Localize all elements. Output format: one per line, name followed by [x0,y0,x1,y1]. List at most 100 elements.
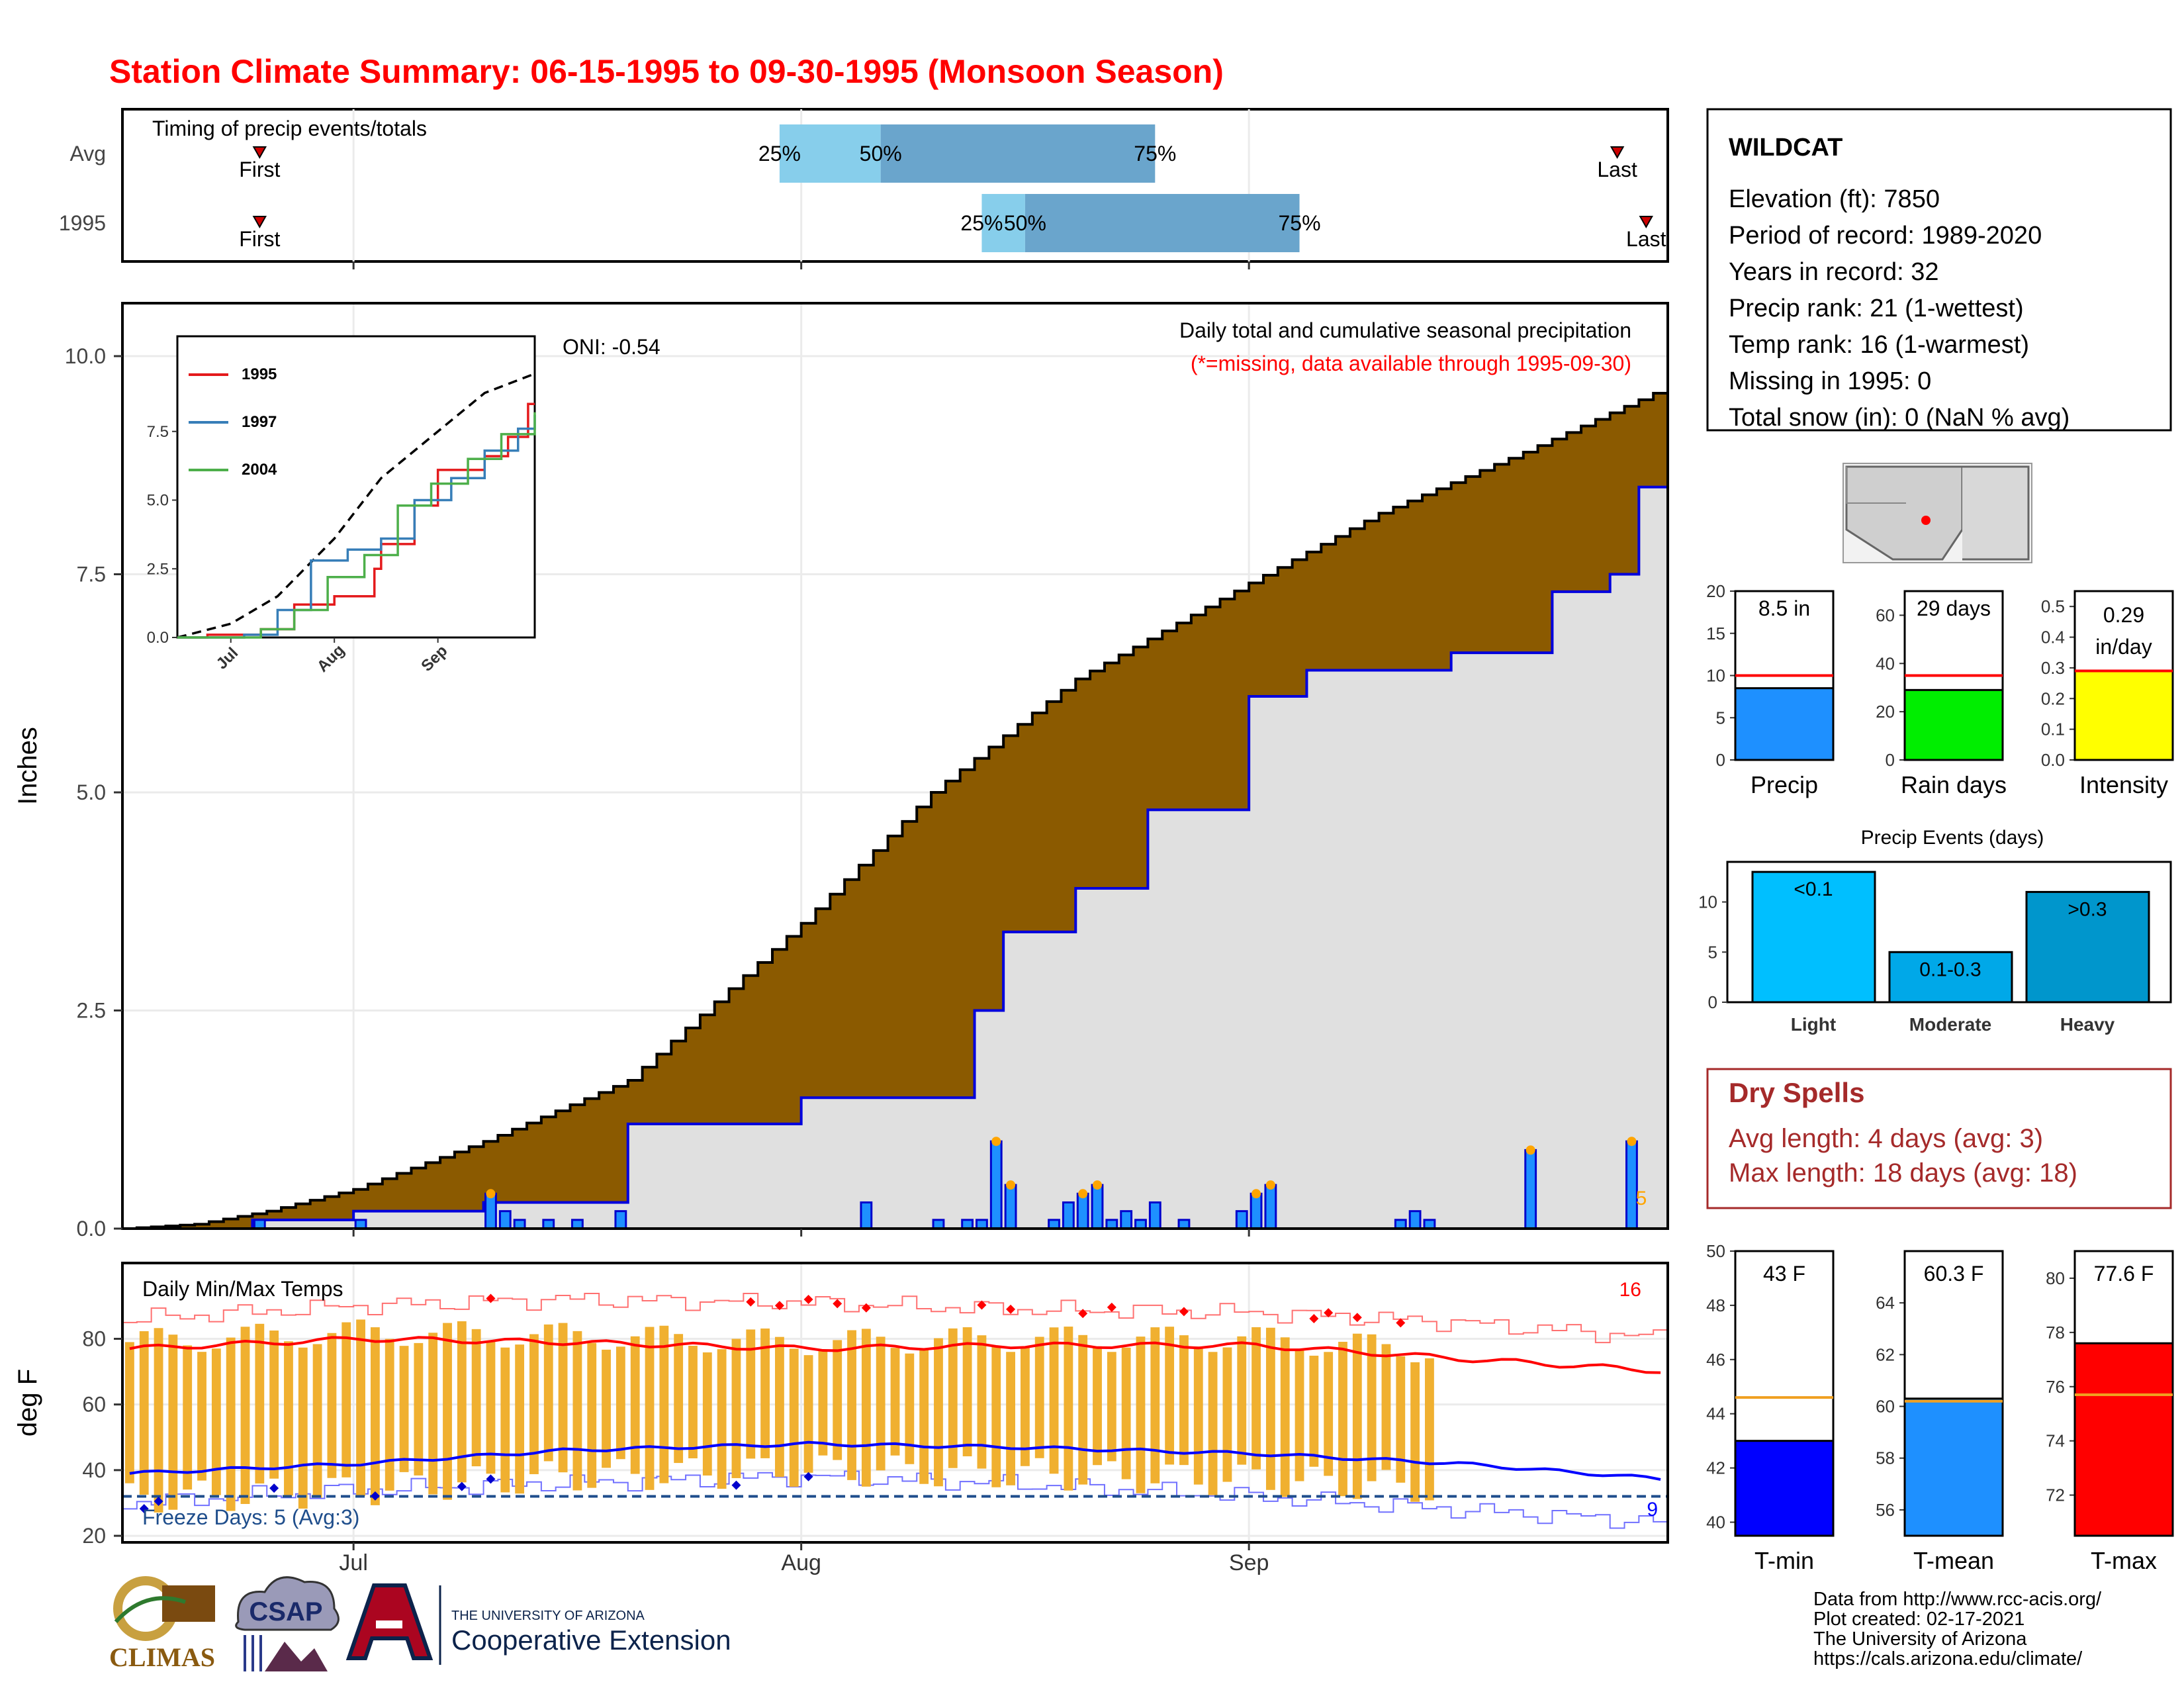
daily-precip-record-marker [1078,1189,1088,1199]
timing-1995-25-label: 25% [960,211,1003,235]
daily-temp-range-bar [572,1331,582,1491]
temp-y-tick-label: 60 [82,1393,106,1417]
daily-temp-range-bar [1324,1352,1334,1476]
daily-temp-range-bar [341,1322,351,1477]
daily-precip-bar [860,1201,873,1230]
daily-temp-range-bar [226,1337,236,1511]
inset-legend-1997: 1997 [242,413,277,431]
temp-summary-t-min-y-tick-label: 50 [1706,1241,1725,1261]
daily-precip-record-marker [1627,1137,1637,1147]
timing-bar-q25-q50 [981,194,1025,252]
temp-summary-value-text: 43 F [1763,1262,1805,1286]
daily-temp-range-bar [1179,1335,1189,1466]
dry-spells-title: Dry Spells [1729,1077,1864,1108]
inset-legend-2004: 2004 [242,461,277,479]
record-low-marker [457,1481,467,1491]
temp-summary-charts: 40 42 44 46 48 50 T-min 43 F 56 58 60 62 64 T-mean 60.… [1706,1241,2174,1574]
inset-series-line [177,414,536,639]
record-high-line [122,1293,1668,1344]
precip-y-tick-label: 2.5 [77,999,106,1023]
daily-temp-range-bar [486,1340,496,1474]
temp-summary-t-max-y-tick-label: 78 [2046,1323,2065,1342]
daily-temp-range-bar [602,1349,611,1468]
daily-temp-range-bar [674,1334,684,1464]
record-low-marker [269,1483,279,1493]
climas-logo-text: CLIMAS [109,1642,215,1672]
daily-temp-range-bar [1136,1336,1146,1493]
daily-temp-range-bar [255,1323,265,1484]
daily-temp-range-bar [688,1346,698,1459]
summary-intensity-y-tick-label: 0.4 [2041,628,2065,647]
events-bar-heavy [2025,890,2150,1004]
summary-precip-label: Precip [1751,771,1818,798]
temp-summary-t-min-y-tick-label: 46 [1706,1350,1725,1370]
record-high-marker [977,1300,987,1310]
daily-temp-range-bar [833,1340,842,1460]
daily-temp-range-bar [630,1336,640,1474]
daily-temp-range-bar [731,1338,741,1478]
temp-summary-t-max-y-tick-label: 74 [2046,1431,2065,1451]
daily-temp-range-bar [919,1349,929,1484]
timing-label: Timing of precip events/totals [152,117,427,140]
daily-temp-range-bar [1093,1346,1102,1466]
daily-precip-bar [1091,1184,1104,1230]
precip-y-tick-label: 5.0 [77,780,106,804]
daily-temp-range-bar [356,1319,365,1496]
temp-summary-t-mean-y-tick-label: 64 [1876,1293,1895,1313]
daily-temp-range-bar [298,1347,308,1509]
summary-intensity-value: 0.29 [2103,603,2144,627]
summary-rain-days-y-tick-label: 0 [1886,750,1895,770]
daily-temp-range-bar [1078,1335,1088,1485]
temp-summary-t-mean-value-bar [1903,1397,2004,1537]
temp-summary-t-min-label: T-min [1754,1547,1814,1574]
x-tick-label: Sep [1229,1550,1269,1575]
temp-count-high: 16 [1619,1279,1641,1301]
daily-temp-range-bar [414,1342,424,1476]
timing-1995-first-label: First [239,227,280,251]
record-high-marker [746,1297,756,1307]
daily-temp-range-bar [659,1325,669,1483]
temp-summary-t-mean-label: T-mean [1913,1547,1994,1574]
daily-temp-range-bar [529,1334,539,1474]
university-of-arizona-logo: THE UNIVERSITY OF ARIZONA Cooperative Ex… [345,1583,731,1665]
events-x-label: Light [1791,1014,1836,1035]
daily-temp-range-bar [1064,1327,1073,1491]
temp-summary-t-max-y-tick-label: 80 [2046,1268,2065,1288]
daily-temp-range-bar [385,1338,394,1491]
record-high-marker [486,1293,496,1303]
summary-precip-y-tick-label: 10 [1706,666,1725,686]
daily-precip-record-marker [991,1137,1001,1147]
events-x-label: Heavy [2060,1014,2115,1035]
summary-intensity-label: Intensity [2079,771,2168,798]
inset-legend-1995: 1995 [242,365,277,383]
daily-temp-range-bar [558,1323,568,1473]
daily-temp-range-bar [1222,1347,1232,1482]
daily-temp-range-bar [1381,1344,1391,1470]
ua-small-text: THE UNIVERSITY OF ARIZONA [451,1609,645,1623]
timing-avg-last-label: Last [1597,158,1637,181]
footer-line-3: The University of Arizona [1813,1628,2027,1650]
temp-y-tick-label: 80 [82,1327,106,1350]
timing-row-1995-label: 1995 [59,211,106,235]
daily-temp-range-bar [1237,1336,1247,1465]
temp-summary-t-max-y-tick-label: 76 [2046,1377,2065,1397]
x-tick-label: Jul [339,1550,367,1575]
daily-temp-range-bar [948,1328,958,1468]
timing-first-marker [252,216,267,229]
daily-temp-range-bar [789,1348,799,1487]
station-elevation: Elevation (ft): 7850 [1729,185,1940,213]
daily-temp-range-bar [154,1328,163,1513]
station-name: WILDCAT [1729,134,1843,162]
summary-intensity-unit: in/day [2095,635,2152,659]
daily-temp-range-bar [1049,1327,1059,1474]
timing-avg-75-label: 75% [1134,142,1176,165]
daily-precip-record-marker [1093,1180,1103,1190]
temp-summary-t-mean-y-tick-label: 60 [1876,1397,1895,1417]
temp-summary-t-min-y-tick-label: 48 [1706,1295,1725,1315]
summary-intensity-y-tick-label: 0.2 [2041,688,2065,708]
daily-temp-range-bar [861,1329,871,1487]
summary-precip-value-bar [1734,687,1835,761]
record-high-marker [1396,1318,1406,1328]
daily-temp-range-bar [1410,1362,1420,1502]
